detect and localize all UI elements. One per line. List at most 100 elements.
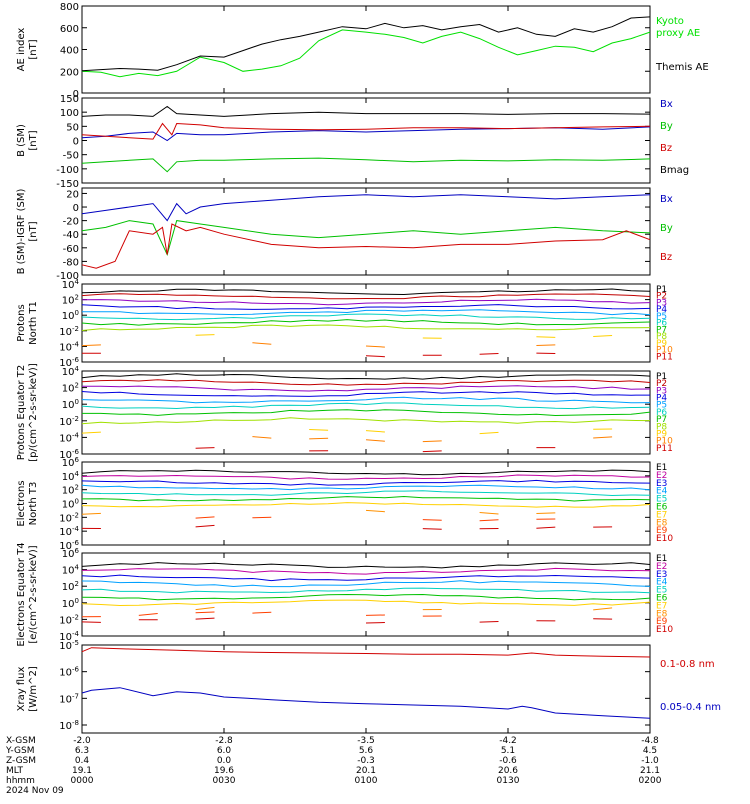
series-line-p9	[82, 432, 101, 433]
y-tick-label: 102	[62, 294, 79, 307]
x-axis-value: 6.0	[217, 746, 232, 756]
legend-entry: P11	[656, 352, 673, 362]
panel-frame	[82, 188, 650, 275]
legend-entry: Themis AE	[655, 62, 709, 73]
legend-entry: 0.05-0.4 nm	[660, 702, 721, 713]
series-line-e9	[196, 612, 215, 613]
legend-entry: By	[660, 121, 673, 132]
series-line-p9	[196, 335, 215, 336]
y-tick-label: -40	[63, 230, 79, 241]
series-line-p7	[82, 320, 650, 326]
y-tick-label: 10-8	[59, 719, 79, 732]
series-line-p10	[536, 345, 555, 346]
series-line-0-05-0-4-nm	[82, 688, 650, 719]
series-line-p5	[82, 397, 650, 403]
y-tick-label: 104	[62, 278, 80, 291]
y-tick-label: 50	[66, 122, 79, 133]
x-axis-row-label: X-GSM	[6, 736, 36, 746]
series-line-e10	[196, 618, 215, 619]
y-tick-label: 400	[60, 46, 79, 57]
series-line-p2	[82, 294, 650, 299]
x-axis-row-label: hhmm	[6, 776, 35, 786]
y-tick-label: 100	[62, 309, 79, 322]
y-axis-label: Electrons	[16, 480, 27, 526]
x-axis-value: -3.5	[357, 736, 375, 746]
series-line-e9	[139, 614, 158, 616]
x-axis-value: -2.8	[215, 736, 233, 746]
legend-entry: Kyoto	[656, 16, 684, 27]
series-line-e4	[82, 581, 650, 587]
y-axis-label: [nT]	[28, 221, 39, 241]
y-axis-label: Xray flux	[16, 667, 27, 712]
panel-frame	[82, 371, 650, 454]
series-line-p3	[82, 299, 650, 305]
series-line-p7	[82, 410, 650, 416]
series-line-p6	[82, 403, 650, 409]
y-axis-label: Protons	[16, 304, 27, 341]
series-line-e5	[82, 491, 650, 496]
y-tick-label: 10-2	[59, 613, 79, 626]
legend-entry: Bx	[660, 194, 673, 205]
series-line-p10	[593, 437, 612, 438]
series-line-p9	[309, 430, 328, 431]
series-line-bz	[82, 224, 650, 268]
legend-entry: P11	[656, 444, 673, 454]
x-axis-value: 0.0	[217, 756, 232, 766]
series-line-e4	[82, 485, 650, 490]
y-axis-label: [nT]	[28, 39, 39, 59]
x-axis-value: -0.6	[499, 756, 517, 766]
series-line-kyoto-proxy-ae	[82, 30, 650, 77]
series-line-e8	[480, 513, 499, 515]
y-axis-label: North T1	[28, 301, 39, 345]
series-line-p10	[423, 441, 442, 442]
series-line-p10	[82, 345, 101, 346]
x-axis-value: 5.1	[501, 746, 515, 756]
series-line-bmag	[82, 107, 650, 117]
y-tick-label: -100	[56, 165, 79, 176]
y-axis-label: [nT]	[28, 130, 39, 150]
series-line-e8	[536, 513, 555, 514]
x-axis-value: 0130	[497, 776, 520, 786]
legend-entry: E10	[656, 534, 673, 544]
y-axis-label: Electrons Equator T4	[16, 542, 27, 646]
x-axis-value: 21.1	[640, 766, 660, 776]
y-tick-label: 104	[62, 564, 80, 577]
y-tick-label: 102	[62, 484, 79, 497]
series-line-e8	[366, 510, 385, 511]
series-line-p2	[82, 380, 650, 385]
series-line-p8	[82, 418, 650, 424]
y-tick-label: 100	[60, 108, 79, 119]
y-tick-label: 10-7	[59, 692, 79, 705]
y-tick-label: 10-2	[59, 325, 79, 338]
y-tick-label: 10-4	[59, 431, 79, 444]
series-line-e9	[252, 517, 271, 518]
y-tick-label: -150	[56, 179, 79, 190]
y-tick-label: 600	[60, 24, 79, 35]
series-line-p11	[366, 356, 385, 357]
series-line-p8	[82, 325, 650, 331]
series-line-p9	[480, 432, 499, 433]
legend-entry: Bmag	[660, 165, 689, 176]
x-axis-value: 0000	[71, 776, 94, 786]
series-line-p10	[366, 440, 385, 441]
series-line-bz	[82, 124, 650, 140]
series-line-e10	[196, 525, 215, 527]
y-axis-label: AE index	[16, 28, 27, 72]
x-axis-value: 20.1	[356, 766, 376, 776]
y-tick-label: 10-4	[59, 340, 79, 353]
series-line-e6	[82, 497, 650, 502]
series-line-p10	[309, 438, 328, 439]
legend-entry: By	[660, 223, 673, 234]
legend-entry: Bx	[660, 99, 673, 110]
series-line-p10	[366, 346, 385, 347]
y-axis-label: B (SM)	[16, 124, 27, 157]
y-tick-label: 106	[62, 547, 80, 560]
legend: 0.1-0.8 nm0.05-0.4 nm	[660, 659, 721, 713]
